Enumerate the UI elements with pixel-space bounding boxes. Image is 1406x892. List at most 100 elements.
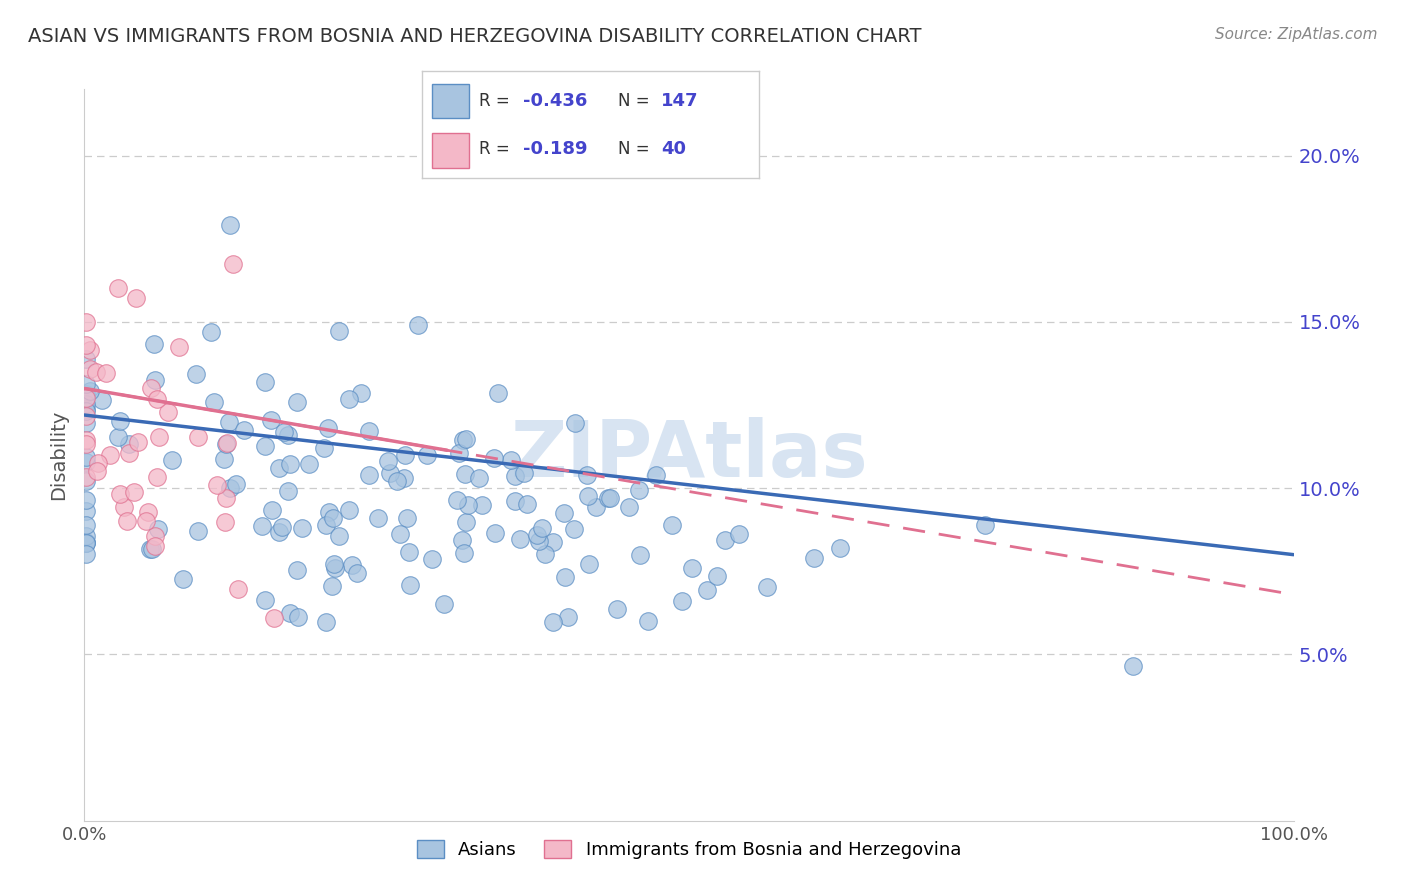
Point — [187, 429, 209, 443]
Point — [484, 526, 506, 541]
Point — [617, 500, 640, 515]
Point — [202, 395, 225, 409]
Point — [575, 467, 598, 482]
Point — [337, 503, 360, 517]
Point — [205, 478, 228, 492]
Point — [79, 361, 101, 376]
Point — [482, 450, 505, 465]
Point — [139, 381, 162, 395]
Point — [322, 557, 344, 571]
Point — [359, 467, 381, 482]
Point — [75, 391, 97, 405]
Point — [75, 404, 97, 418]
Point — [454, 516, 477, 530]
Point — [115, 514, 138, 528]
Point — [125, 291, 148, 305]
Point — [287, 609, 309, 624]
Point — [98, 449, 121, 463]
Point — [453, 467, 475, 482]
Point — [394, 448, 416, 462]
Point — [75, 475, 97, 489]
Point — [830, 541, 852, 555]
Point — [530, 521, 553, 535]
Point — [387, 474, 409, 488]
Point — [596, 491, 619, 505]
Point — [75, 534, 97, 549]
Point — [75, 377, 97, 392]
Point — [75, 434, 97, 448]
Point — [357, 424, 380, 438]
Point — [350, 386, 373, 401]
Point — [803, 551, 825, 566]
Point — [526, 528, 548, 542]
Text: 147: 147 — [661, 93, 699, 111]
Point — [143, 529, 166, 543]
Point — [377, 454, 399, 468]
Point — [87, 456, 110, 470]
Point — [253, 375, 276, 389]
Point — [214, 491, 236, 506]
Point — [399, 578, 422, 592]
Text: ASIAN VS IMMIGRANTS FROM BOSNIA AND HERZEGOVINA DISABILITY CORRELATION CHART: ASIAN VS IMMIGRANTS FROM BOSNIA AND HERZ… — [28, 27, 921, 45]
Point — [250, 518, 273, 533]
Point — [75, 386, 97, 401]
Point — [534, 547, 557, 561]
Text: N =: N = — [617, 93, 654, 111]
Point — [96, 366, 118, 380]
Text: -0.189: -0.189 — [523, 141, 588, 159]
Point — [564, 416, 586, 430]
Point — [184, 367, 207, 381]
Point — [645, 468, 668, 483]
Point — [378, 467, 401, 481]
Point — [661, 517, 683, 532]
Point — [728, 527, 751, 541]
Point — [454, 432, 477, 446]
Point — [86, 465, 108, 479]
Point — [75, 529, 97, 543]
Point — [263, 611, 285, 625]
Point — [1122, 659, 1144, 673]
Point — [416, 448, 439, 462]
Legend: Asians, Immigrants from Bosnia and Herzegovina: Asians, Immigrants from Bosnia and Herze… — [409, 832, 969, 866]
Point — [84, 365, 107, 379]
Point — [75, 450, 97, 464]
Point — [706, 568, 728, 582]
Point — [233, 423, 256, 437]
Point — [278, 457, 301, 471]
Point — [468, 471, 491, 485]
Point — [75, 469, 97, 483]
Point — [529, 534, 551, 549]
Point — [278, 606, 301, 620]
Point — [75, 437, 97, 451]
Point — [118, 436, 141, 450]
Point — [107, 280, 129, 294]
Point — [501, 453, 523, 467]
Text: -0.436: -0.436 — [523, 93, 588, 111]
Point — [75, 409, 97, 424]
Point — [471, 498, 494, 512]
Point — [318, 505, 340, 519]
Point — [513, 467, 536, 481]
Point — [118, 446, 141, 460]
Point — [576, 489, 599, 503]
Point — [167, 340, 190, 354]
Point — [219, 218, 242, 232]
Point — [172, 572, 194, 586]
Point — [218, 415, 240, 429]
Point — [267, 525, 290, 540]
Point — [585, 500, 607, 514]
Point — [315, 517, 337, 532]
Y-axis label: Disability: Disability — [49, 409, 69, 500]
Point — [367, 511, 389, 525]
Point — [516, 497, 538, 511]
Point — [628, 483, 651, 497]
Point — [628, 549, 651, 563]
Point — [457, 498, 479, 512]
Point — [312, 441, 335, 455]
Point — [254, 592, 277, 607]
Point — [107, 430, 129, 444]
Point — [200, 325, 222, 339]
Point — [503, 494, 526, 508]
Point — [75, 547, 97, 561]
Point — [557, 609, 579, 624]
